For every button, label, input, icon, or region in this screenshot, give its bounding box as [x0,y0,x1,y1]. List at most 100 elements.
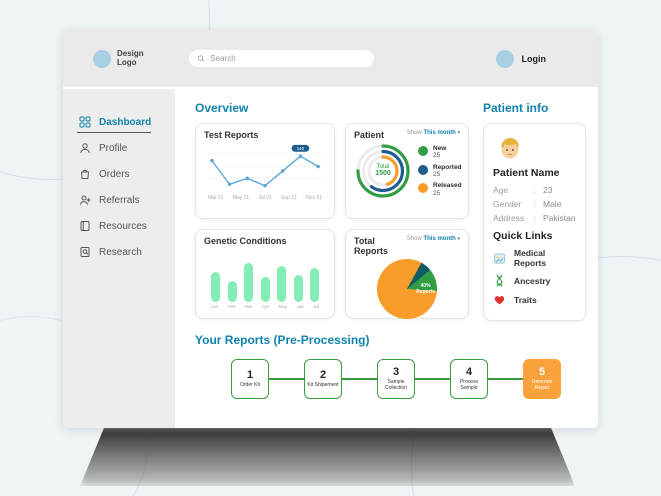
top-bar: Design Logo Login [63,30,598,87]
legend-label: Released [433,182,462,190]
patient-period-filter[interactable]: Show This month ▾ [407,130,460,136]
logo: Design Logo [93,49,157,68]
heart-icon [493,293,506,306]
step-label: Kit Shipement [307,381,339,388]
medical-report-icon [493,252,506,265]
test-reports-card: Test Reports 140 Mar 21 May 21 Jul 21 Sep 2… [195,123,335,219]
login-label: Login [521,53,547,64]
card-title: Total Reports [354,236,389,256]
x-label: Jul [313,304,319,309]
step-number: 3 [392,365,400,378]
card-title: Patient [354,130,385,140]
sidebar-item-resources[interactable]: Resources [63,213,175,239]
legend-dot [418,145,428,156]
step-label: Generate Report [531,378,553,391]
patient-name: Patient Name [493,167,560,179]
x-label: Jul 21 [258,195,272,201]
step-number: 1 [246,368,254,381]
step-number: 2 [319,368,327,381]
quick-link-ancestry[interactable]: Ancestry [493,274,576,287]
step-3[interactable]: 3 Sample Collection [377,359,415,399]
patient-details: Age : 23 Gender : Male Address : Pakistan [493,185,576,223]
chevron-down-icon: ▾ [457,130,460,136]
patient-info-section: Patient info Patient Name [483,101,586,321]
legend-item: New 25 [418,145,462,160]
main-content: Overview Test Reports 140 Mar 21 May 21 Ju… [175,87,598,428]
bar [244,263,253,302]
legend-label: Reported [433,163,462,171]
overview-title: Overview [195,101,249,115]
search-input[interactable] [210,54,366,63]
doc-search-icon [79,246,91,258]
total-reports-period-filter[interactable]: Show This month ▾ [407,236,460,242]
card-title: Test Reports [204,130,259,140]
x-label: Jan [211,304,219,309]
chevron-down-icon: ▾ [457,236,460,242]
stepper-connector [488,378,523,380]
legend-value: 25 [433,152,441,160]
sidebar-item-referrals[interactable]: Referrals [63,187,175,213]
quick-links: Medical Reports Ancestry Traits [493,248,576,306]
filter-prefix: Show [406,236,422,242]
total-reports-pie-chart [377,259,437,319]
x-label: Mar 21 [208,195,224,201]
logo-icon [93,49,111,68]
overview-section: Overview Test Reports 140 Mar 21 May 21 Ju… [195,101,469,321]
sidebar-item-label: Dashboard [99,116,152,128]
x-label: Nov 21 [306,195,322,201]
bar [310,267,319,302]
detail-colon: : [533,213,536,223]
legend-value: 25 [433,171,441,178]
sidebar-item-orders[interactable]: Orders [63,161,175,187]
step-1[interactable]: 1 Order Kit [231,359,269,399]
bar-x-labels: Jan Feb Mar Apr May Jun Jul [204,304,326,309]
legend-item: Reported 25 [418,164,462,179]
legend-dot [418,183,428,194]
x-label: Sep 21 [281,195,297,201]
genetic-conditions-card: Genetic Conditions Jan Feb Mar Apr May Jun Jul [195,229,335,319]
detail-label: Address [493,213,525,223]
detail-row: Address : Pakistan [493,213,576,223]
legend-value: 25 [433,189,441,197]
person-add-icon [79,194,91,206]
sidebar-item-label: Referrals [99,194,140,206]
stepper-connector [415,378,450,380]
step-number: 5 [538,365,546,378]
detail-value: Pakistan [543,213,576,223]
sidebar-menu: Dashboard Profile Orders Referrals Resources… [63,109,175,265]
step-number: 4 [465,365,473,378]
sidebar: Dashboard Profile Orders Referrals Resources… [63,87,175,428]
x-label: Feb [227,304,236,309]
x-label: May 21 [232,195,250,201]
stepper-connector [269,378,304,380]
sidebar-item-dashboard[interactable]: Dashboard [63,109,175,135]
sidebar-item-label: Profile [99,142,128,154]
card-title: Genetic Conditions [204,236,287,246]
patient-info-card: Patient Name Age : 23 Gender : Male Addres… [483,123,586,321]
patient-legend: New 25 Reported 25 Released 25 [418,145,462,198]
legend-dot [418,164,428,175]
quick-link-label: Medical Reports [514,248,547,268]
step-4[interactable]: 4 Process Sample [450,359,488,399]
user-avatar [495,49,514,68]
step-label: Process Sample [459,378,479,391]
detail-colon: : [533,185,536,195]
sidebar-item-profile[interactable]: Profile [63,135,175,161]
stepper: 1 Order Kit 2 Kit Shipement 3 Sample Colle… [231,359,561,399]
donut-center-text: Total 1500 [375,163,391,178]
search-bar[interactable] [189,50,374,67]
total-reports-card: Total Reports Show This month ▾ [345,229,469,319]
detail-value: 23 [543,185,553,195]
quick-link-medical-reports[interactable]: Medical Reports [493,248,576,268]
x-label: Mar [244,304,253,309]
login-button[interactable]: Login [495,49,547,68]
sidebar-item-label: Orders [99,168,130,180]
sidebar-item-research[interactable]: Research [63,239,175,265]
sidebar-item-label: Resources [99,220,147,232]
legend-label: New [433,144,447,152]
step-5[interactable]: 5 Generate Report [523,359,561,399]
x-label: Apr [262,304,270,309]
step-2[interactable]: 2 Kit Shipement [304,359,342,399]
quick-link-traits[interactable]: Traits [493,293,576,306]
